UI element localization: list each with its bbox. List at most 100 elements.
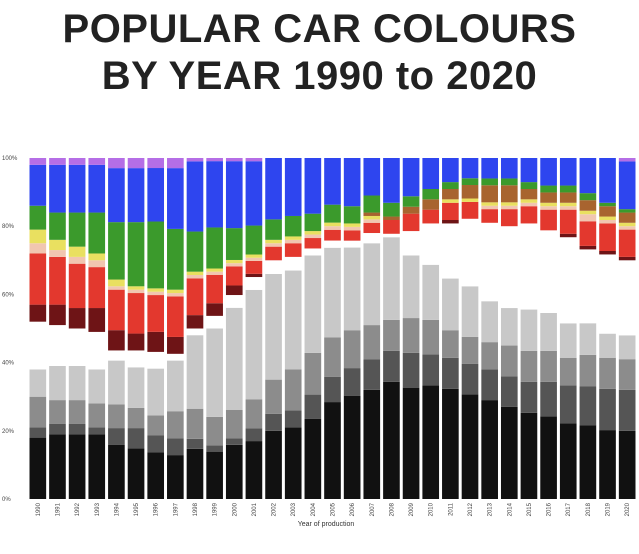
bar-segment-2018-4 <box>579 249 597 324</box>
bar-segment-2010-4 <box>422 223 440 265</box>
bar-segment-2006-6 <box>343 230 361 241</box>
bar-segment-2002-4 <box>265 260 282 274</box>
bar-segment-2014-2 <box>500 345 518 377</box>
bar-segment-1996-1 <box>147 435 165 453</box>
bar-segment-1995-2 <box>127 407 145 429</box>
bar-segment-2007-2 <box>363 325 381 360</box>
bar-segment-2009-6 <box>402 213 420 232</box>
bar-segment-2019-3 <box>599 333 616 358</box>
x-tick-label: 2001 <box>252 502 258 516</box>
bar-segment-2016-9 <box>540 192 557 203</box>
bar-segment-2016-0 <box>540 416 557 499</box>
bar-segment-1997-3 <box>167 360 184 412</box>
bar-segment-2000-5 <box>225 285 243 296</box>
bar-segment-2020-5 <box>618 256 636 261</box>
bar-segment-2017-6 <box>559 209 577 234</box>
bar-segment-2001-10 <box>245 225 263 255</box>
bar-segment-2009-11 <box>402 158 420 197</box>
bar-segment-1992-5 <box>68 308 86 329</box>
bar-segment-1994-5 <box>108 330 125 351</box>
bar-segment-1990-4 <box>29 321 47 370</box>
bar-segment-1998-10 <box>186 231 204 272</box>
bar-segment-2007-0 <box>363 389 381 499</box>
bar-segment-2001-1 <box>245 428 263 442</box>
bar-segment-2019-2 <box>599 357 616 389</box>
bar-segment-2010-10 <box>422 189 440 200</box>
bar-segment-1993-6 <box>88 267 106 309</box>
bar-segment-2017-2 <box>559 357 577 386</box>
bar-segment-2002-10 <box>265 219 282 240</box>
bar-segment-1991-1 <box>49 423 66 435</box>
chart-title-line-2: BY YEAR 1990 to 2020 <box>101 54 538 98</box>
bar-segment-1990-0 <box>29 437 47 499</box>
x-tick-label: 2014 <box>507 502 513 516</box>
bar-segment-1996-5 <box>147 331 165 352</box>
bar-segment-1999-4 <box>206 315 223 329</box>
bar-segment-1994-1 <box>108 428 125 445</box>
bar-segment-1991-6 <box>49 256 66 305</box>
bar-segment-2000-12 <box>225 158 243 162</box>
x-axis-label: Year of production <box>298 521 355 528</box>
bar-segment-2018-11 <box>579 158 597 194</box>
bar-segment-2009-9 <box>402 206 420 214</box>
bar-segment-1998-3 <box>186 335 204 409</box>
bar-segment-2007-3 <box>363 243 381 326</box>
bar-segment-2010-1 <box>422 354 440 386</box>
bar-segment-1999-2 <box>206 416 223 446</box>
bar-segment-2017-11 <box>559 158 577 186</box>
bar-segment-2014-3 <box>500 308 518 346</box>
bar-segment-2007-9 <box>363 212 381 216</box>
bar-segment-2007-7 <box>363 219 381 223</box>
bar-segment-1997-1 <box>167 438 184 456</box>
bar-segment-2015-8 <box>520 199 538 203</box>
y-tick-label: 0% <box>2 497 11 503</box>
bar-segment-2003-8 <box>284 236 302 240</box>
bar-segment-2003-2 <box>284 369 302 411</box>
bar-segment-2019-5 <box>599 251 616 255</box>
bar-segment-1997-6 <box>167 296 184 337</box>
bar-segment-2010-9 <box>422 199 440 210</box>
bar-segment-1995-11 <box>127 168 145 223</box>
bar-segment-1991-0 <box>49 434 66 499</box>
bar-segment-2018-8 <box>579 210 597 215</box>
bar-segment-2015-11 <box>520 158 538 183</box>
bar-segment-2019-4 <box>599 254 616 334</box>
y-tick-label: 20% <box>2 429 15 435</box>
x-tick-label: 2020 <box>625 502 631 516</box>
bar-segment-2004-10 <box>304 213 322 232</box>
bar-segment-2008-3 <box>383 237 400 320</box>
bar-segment-1999-6 <box>206 274 223 304</box>
x-tick-label: 2008 <box>389 502 395 516</box>
bar-segment-2014-4 <box>500 226 518 309</box>
bar-segment-2014-7 <box>500 205 518 210</box>
bar-segment-2001-5 <box>245 273 263 278</box>
bar-segment-1996-0 <box>147 452 165 499</box>
x-tick-label: 2013 <box>488 502 494 516</box>
bar-segment-2006-0 <box>343 395 361 499</box>
bar-segment-2011-1 <box>442 357 459 389</box>
bar-segment-2018-1 <box>579 386 597 426</box>
bar-segment-2002-2 <box>265 379 282 414</box>
bar-segment-1990-1 <box>29 427 47 438</box>
bar-segment-1999-11 <box>206 161 223 228</box>
bar-segment-2019-10 <box>599 202 616 207</box>
bar-segment-1991-12 <box>49 158 66 165</box>
bar-segment-2013-7 <box>481 205 498 210</box>
bar-segment-1996-7 <box>147 291 165 296</box>
bar-segment-2014-9 <box>500 185 518 203</box>
bars-layer <box>29 158 636 499</box>
bar-segment-2008-2 <box>383 319 400 351</box>
bar-segment-2004-3 <box>304 255 322 353</box>
bar-segment-2004-4 <box>304 248 322 256</box>
bar-segment-1996-3 <box>147 368 165 416</box>
bar-segment-1994-11 <box>108 168 125 223</box>
bar-segment-2003-4 <box>284 256 302 271</box>
bar-segment-2017-7 <box>559 206 577 210</box>
bar-segment-2007-11 <box>363 158 381 196</box>
bar-segment-1995-1 <box>127 428 145 449</box>
bar-segment-1999-8 <box>206 268 223 272</box>
bar-segment-2015-1 <box>520 381 538 413</box>
bar-segment-2013-10 <box>481 178 498 186</box>
bar-segment-2001-2 <box>245 399 263 429</box>
bar-segment-2015-6 <box>520 206 538 224</box>
